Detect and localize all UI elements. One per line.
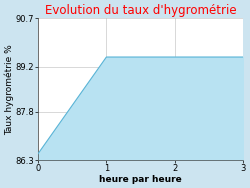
Title: Evolution du taux d'hygrométrie: Evolution du taux d'hygrométrie: [45, 4, 236, 17]
X-axis label: heure par heure: heure par heure: [99, 175, 182, 184]
Y-axis label: Taux hygrométrie %: Taux hygrométrie %: [4, 44, 14, 135]
